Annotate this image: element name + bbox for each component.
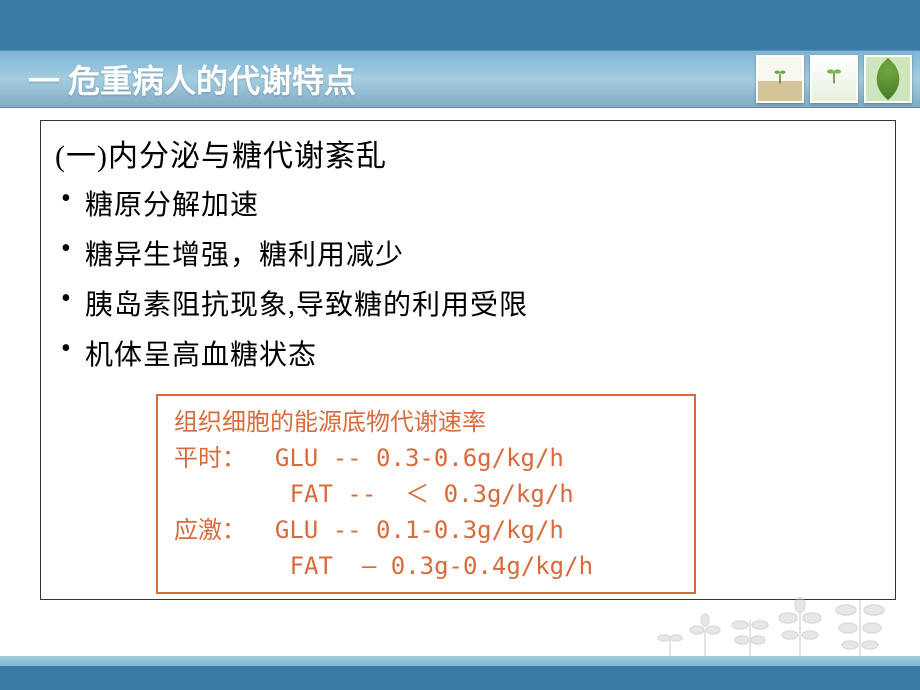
metabolic-line: FAT – 0.3g-0.4g/kg/h [174,548,678,584]
slide-title: 一 危重病人的代谢特点 [28,56,356,102]
list-item: 机体呈高血糖状态 [55,333,881,373]
list-item: 糖异生增强，糖利用减少 [55,233,881,273]
list-item: 糖原分解加速 [55,183,881,223]
seedling-icon [756,55,804,103]
title-band: 一 危重病人的代谢特点 [0,50,920,108]
metabolic-line: 应激： GLU -- 0.1-0.3g/kg/h [174,512,678,548]
bullet-list: 糖原分解加速 糖异生增强，糖利用减少 胰岛素阻抗现象,导致糖的利用受限 机体呈高… [55,183,881,373]
top-accent-bar [0,0,920,50]
leaf-icon [864,55,912,103]
metabolic-line: 组织细胞的能源底物代谢速率 [174,404,678,440]
metabolic-rate-box: 组织细胞的能源底物代谢速率 平时： GLU -- 0.3-0.6g/kg/h F… [156,394,696,594]
metabolic-line: FAT -- ＜ 0.3g/kg/h [174,476,678,512]
metabolic-line: 平时： GLU -- 0.3-0.6g/kg/h [174,440,678,476]
list-item: 胰岛素阻抗现象,导致糖的利用受限 [55,283,881,323]
decorative-thumbnails [756,55,912,103]
section-subtitle: (一)内分泌与糖代谢紊乱 [55,131,881,175]
bottom-accent-bar [0,666,920,690]
sprout-icon [810,55,858,103]
